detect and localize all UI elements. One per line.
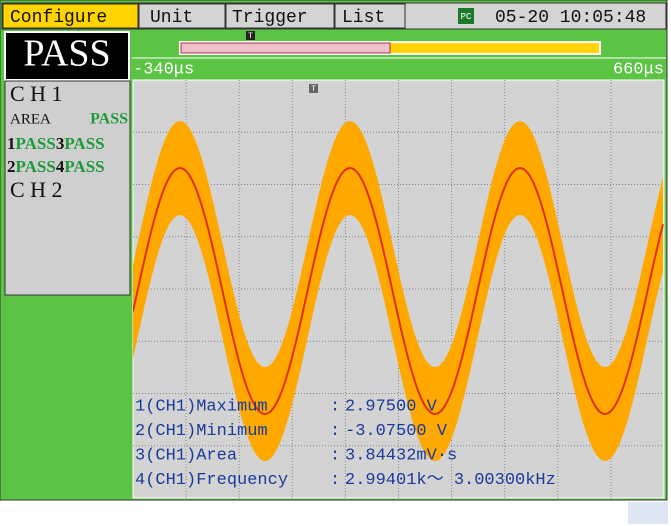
page: Configure Unit Trigger List PC 05-20 10:… [0, 0, 671, 526]
judge-no: 3 [56, 134, 65, 153]
measurement-separator: : [330, 446, 340, 465]
measurement-value: 2.97500 V [345, 397, 438, 416]
judge-no: 1 [7, 134, 16, 153]
area-result: PASS [90, 111, 128, 128]
pass-result: PASS [23, 33, 110, 75]
menu-tab-label[interactable]: Unit [150, 8, 193, 28]
measurement-separator: : [330, 422, 340, 441]
judge-result: PASS [16, 157, 56, 176]
judge-result: PASS [64, 134, 104, 153]
screen: Configure Unit Trigger List PC 05-20 10:… [0, 0, 671, 526]
measurement-separator: : [330, 397, 340, 416]
judge-row: 1PASS3PASS [7, 134, 105, 153]
measurement-label: 3(CH1)Area [135, 446, 237, 465]
channel-label: C H 1 [10, 81, 63, 106]
judge-result: PASS [16, 134, 56, 153]
measurement-label: 1(CH1)Maximum [135, 397, 268, 416]
time-end: 660μs [613, 60, 664, 79]
measurement-label: 2(CH1)Minimum [135, 422, 268, 441]
measurement-value: -3.07500 V [345, 422, 448, 441]
measurement-value: 3.84432mV·s [345, 446, 457, 465]
menu-tab-label[interactable]: List [342, 8, 385, 28]
datetime: 05-20 10:05:48 [495, 8, 646, 28]
area-label: AREA [10, 111, 51, 127]
measurement-separator: : [330, 471, 340, 490]
time-bar-window [181, 43, 390, 53]
trigger-marker-label: T [248, 32, 253, 41]
judge-result: PASS [64, 157, 104, 176]
plot-trigger-label: T [311, 85, 316, 94]
pc-icon-label: PC [461, 12, 472, 22]
channel-label: C H 2 [10, 177, 63, 202]
thumbnail [628, 502, 668, 524]
measurement-value: 2.99401k～ 3.00300kHz [345, 471, 556, 490]
judge-row: 2PASS4PASS [7, 157, 105, 176]
menu-tab-label[interactable]: Configure [10, 8, 107, 28]
measurement-label: 4(CH1)Frequency [135, 471, 288, 490]
time-start: -340μs [133, 60, 194, 79]
menu-tab-label[interactable]: Trigger [232, 8, 308, 28]
judge-no: 2 [7, 157, 16, 176]
